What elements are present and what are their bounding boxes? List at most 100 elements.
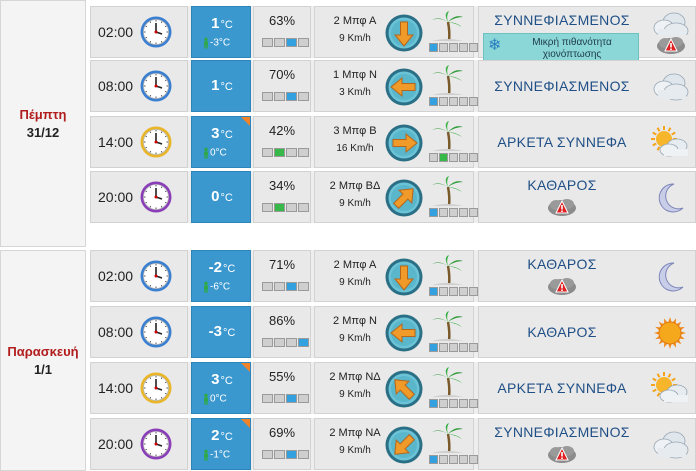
temperature-value: 2	[211, 427, 220, 444]
wind-cell: 2 Μπφ ΝΑ 9 Km/h	[314, 418, 478, 470]
temperature: 1°C	[192, 77, 252, 94]
forecast-description: ΑΡΚΕΤΑ ΣΥΝΝΕΦΑ	[497, 380, 627, 396]
description-cell: ΑΡΚΕΤΑ ΣΥΝΝΕΦΑ	[478, 362, 696, 414]
wind-direction-arrow-icon	[384, 425, 424, 465]
temperature-cell: 2°C -1°C	[191, 418, 251, 470]
humidity-value: 55%	[268, 369, 296, 384]
feels-like-value: 0°C	[210, 393, 227, 405]
temperature-value: 1	[211, 77, 220, 94]
humidity-value: 63%	[268, 13, 296, 28]
wind-speed: 16 Km/h	[336, 143, 374, 154]
humidity-value: 34%	[268, 178, 296, 193]
wind-level-bar	[429, 455, 478, 464]
forecast-description: ΑΡΚΕΤΑ ΣΥΝΝΕΦΑ	[497, 134, 627, 150]
feels-like-value: 0°C	[210, 147, 227, 159]
humidity-level-bar	[262, 38, 309, 47]
temperature: 3°C	[192, 125, 252, 142]
humidity-cell: 70%	[253, 60, 311, 112]
description-cell: ΚΑΘΑΡΟΣ	[478, 171, 696, 223]
time-cell: 08:00	[90, 60, 188, 112]
forecast-row: 08:00 1°C 70% 1 Μπφ Ν 3 Km/h ΣΥΝΝΕΦΙΑΣΜΕ…	[90, 60, 696, 112]
humidity-value: 86%	[268, 313, 296, 328]
temperature: 3°C	[192, 371, 252, 388]
temperature-flag-icon	[241, 419, 250, 428]
cloud-weather-icon	[650, 9, 690, 35]
humidity-cell: 34%	[253, 171, 311, 223]
temperature-unit: °C	[220, 129, 233, 141]
cloud-weather-icon	[650, 70, 690, 104]
wind-speed: 3 Km/h	[339, 87, 371, 98]
feels-like: -6°C	[202, 281, 230, 293]
wind-force: 2 Μπφ ΝΑ	[329, 427, 381, 439]
wind-cell: 2 Μπφ ΒΔ 9 Km/h	[314, 171, 478, 223]
humidity-level-bar	[262, 203, 309, 212]
feels-like-value: -1°C	[210, 449, 231, 461]
humidity-level-bar	[262, 148, 309, 157]
temperature-cell: 0°C	[191, 171, 251, 223]
weather-alert-icon[interactable]	[546, 276, 578, 296]
forecast-description: ΚΑΘΑΡΟΣ	[527, 256, 597, 272]
day-header: Πέμπτη 31/12	[0, 0, 86, 247]
temperature-cell: -2°C -6°C	[191, 250, 251, 302]
temperature-unit: °C	[220, 375, 233, 387]
wind-force: 2 Μπφ ΝΔ	[329, 371, 381, 383]
moon-weather-icon	[650, 260, 690, 294]
forecast-row: 02:00 1°C -3°C 63% 2 Μπφ Α 9 Km/h ΣΥΝΝΕΦ…	[90, 6, 696, 63]
day-name: Παρασκευή	[7, 344, 79, 359]
forecast-time: 02:00	[98, 268, 134, 284]
humidity-value: 69%	[268, 425, 296, 440]
wind-cell: 2 Μπφ Α 9 Km/h	[314, 250, 478, 302]
palm-tree-icon	[429, 64, 465, 96]
wind-cell: 2 Μπφ ΝΔ 9 Km/h	[314, 362, 478, 414]
temperature-value: -2	[208, 259, 222, 276]
description-cell: ΣΥΝΝΕΦΙΑΣΜΕΝΟΣ ❄ Μικρή πιθανότητα χιονόπτ…	[478, 6, 696, 63]
temperature-cell: 3°C 0°C	[191, 362, 251, 414]
day-date: 31/12	[26, 125, 60, 140]
palm-tree-icon	[429, 310, 465, 342]
temperature-value: 0	[211, 188, 220, 205]
time-cell: 14:00	[90, 362, 188, 414]
humidity-value: 70%	[268, 67, 296, 82]
wind-speed: 9 Km/h	[339, 198, 371, 209]
feels-like-value: -3°C	[210, 37, 231, 49]
day-name: Πέμπτη	[19, 107, 67, 122]
humidity-level-bar	[262, 282, 309, 291]
clock-icon	[139, 427, 173, 461]
forecast-description: ΚΑΘΑΡΟΣ	[527, 177, 597, 193]
description-cell: ΚΑΘΑΡΟΣ	[478, 250, 696, 302]
forecast-time: 14:00	[98, 380, 134, 396]
wind-direction-arrow-icon	[384, 178, 424, 218]
forecast-row: 08:00 -3°C 86% 2 Μπφ Ν 9 Km/h ΚΑΘΑΡΟΣ	[90, 306, 696, 358]
forecast-time: 02:00	[98, 24, 134, 40]
humidity-level-bar	[262, 450, 309, 459]
temperature: -2°C	[192, 259, 252, 276]
wind-force: 2 Μπφ Ν	[333, 315, 377, 327]
wind-cell: 2 Μπφ Ν 9 Km/h	[314, 306, 478, 358]
time-cell: 02:00	[90, 6, 188, 58]
forecast-description: ΣΥΝΝΕΦΙΑΣΜΕΝΟΣ	[494, 12, 630, 28]
humidity-level-bar	[262, 338, 309, 347]
wind-force: 2 Μπφ ΒΔ	[329, 180, 381, 192]
feels-like: 0°C	[202, 393, 227, 405]
humidity-value: 71%	[268, 257, 296, 272]
feels-like: -1°C	[202, 449, 230, 461]
wind-direction-arrow-icon	[384, 13, 424, 53]
wind-force: 2 Μπφ Α	[333, 15, 377, 27]
clock-icon	[139, 371, 173, 405]
weather-alert-icon[interactable]	[546, 197, 578, 217]
sun-weather-icon	[650, 316, 690, 350]
person-icon	[202, 393, 210, 405]
forecast-time: 20:00	[98, 189, 134, 205]
suncloud-weather-icon	[650, 372, 690, 406]
temperature-unit: °C	[220, 81, 233, 93]
forecast-row: 14:00 3°C 0°C 55% 2 Μπφ ΝΔ 9 Km/h ΑΡΚΕΤΑ…	[90, 362, 696, 414]
temperature-flag-icon	[241, 117, 250, 126]
palm-tree-icon	[429, 366, 465, 398]
palm-tree-icon	[429, 175, 465, 207]
weather-alert-icon[interactable]	[546, 444, 578, 464]
palm-tree-icon	[429, 10, 465, 42]
temperature-unit: °C	[223, 263, 236, 275]
weather-alert-icon[interactable]	[655, 35, 687, 55]
temperature: 1°C	[192, 15, 252, 32]
snowflake-icon: ❄	[488, 37, 502, 54]
